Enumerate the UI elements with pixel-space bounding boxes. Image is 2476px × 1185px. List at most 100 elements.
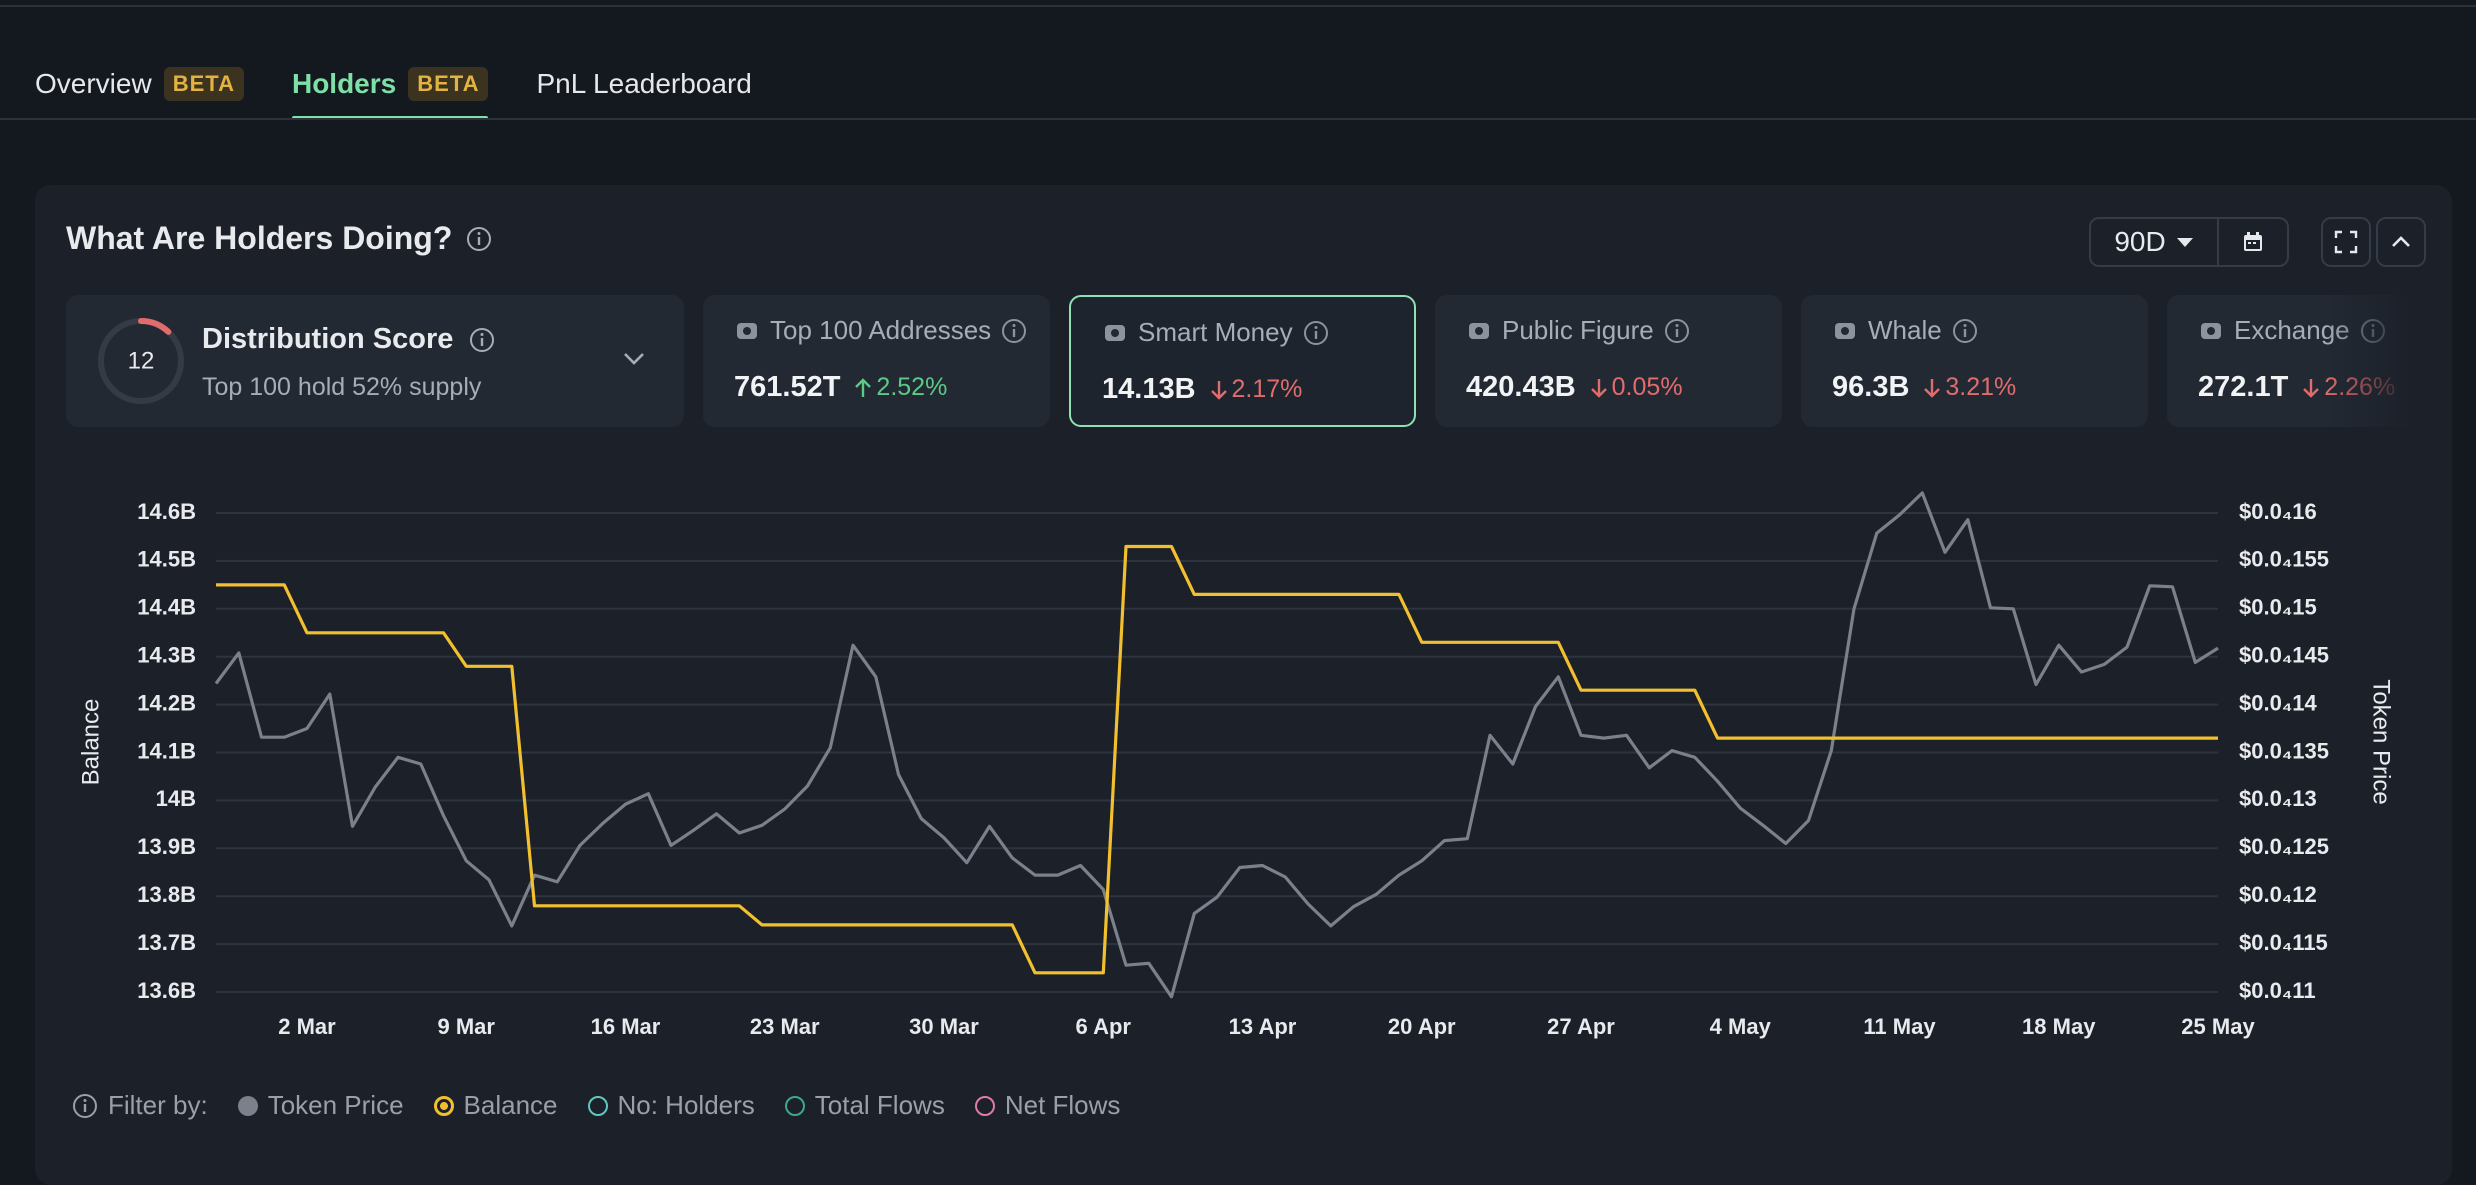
range-dropdown[interactable]: 90D: [2091, 219, 2219, 265]
expand-icon: [2334, 230, 2358, 254]
collapse-button[interactable]: [2376, 217, 2426, 267]
legend-item[interactable]: Total Flows: [784, 1090, 945, 1121]
trend-arrow: [2303, 378, 2320, 398]
icon-shape: [1963, 323, 1967, 327]
y-axis-title: Balance: [77, 699, 104, 786]
icon-shape: [1111, 328, 1119, 337]
legend-label: Net Flows: [1004, 1090, 1121, 1120]
distribution-subtitle: Top 100 hold 52% supply: [202, 373, 482, 401]
card-label: Smart Money: [1138, 317, 1293, 347]
legend-item[interactable]: Token Price: [237, 1090, 404, 1121]
trend-arrow: [1210, 380, 1227, 400]
tab[interactable]: Holders BETA: [291, 52, 489, 120]
info-icon[interactable]: [1664, 318, 1690, 344]
card-value: 420.43B: [1466, 371, 1576, 403]
card-value: 96.3B: [1832, 371, 1910, 403]
calendar-icon: [2244, 232, 2262, 251]
y-tick-label: 14.2B: [137, 690, 196, 715]
tab-label: Holders: [291, 68, 397, 99]
divider: [0, 118, 2476, 120]
stat-card[interactable]: Whale 96.3B 3.21%: [1801, 295, 2148, 427]
legend-marker: [587, 1095, 608, 1116]
info-icon[interactable]: [1952, 318, 1978, 344]
change-text: 2.17%: [1231, 375, 1303, 403]
legend-label: Token Price: [267, 1090, 404, 1120]
info-icon[interactable]: [1001, 318, 1027, 344]
filter-title: Filter by:: [108, 1090, 208, 1120]
icon-shape: [1664, 318, 1689, 343]
info-icon[interactable]: [72, 1093, 98, 1119]
card-label: Whale: [1868, 315, 1942, 345]
icon-shape: [1475, 326, 1483, 335]
info-icon[interactable]: [466, 226, 492, 252]
score: 12: [128, 347, 155, 374]
card-label: Public Figure: [1502, 315, 1654, 345]
arrow-shape: [1210, 380, 1227, 400]
x-tick-label: 6 Apr: [1076, 1014, 1132, 1039]
distribution-card[interactable]: 12 Distribution Score Top 100 hold 52% s…: [66, 295, 684, 427]
x-tick-label: 2 Mar: [278, 1014, 336, 1039]
y2-tick-label: $0.0₄16: [2239, 499, 2317, 524]
x-tick-label: 4 May: [1710, 1014, 1772, 1039]
card-header: Whale: [1832, 315, 1978, 346]
filter-label: Filter by:: [72, 1090, 208, 1121]
fullscreen-button[interactable]: [2321, 217, 2371, 267]
y-tick-label: 14.6B: [137, 499, 196, 524]
info-icon[interactable]: [469, 327, 495, 353]
card-change: 3.21%: [1923, 373, 2016, 402]
range-label: 90D: [2114, 226, 2166, 257]
stat-card[interactable]: Smart Money 14.13B 2.17%: [1069, 295, 1416, 427]
y2-tick-label: $0.0₄15: [2239, 595, 2317, 620]
y2-tick-label: $0.0₄155: [2239, 547, 2329, 572]
tab[interactable]: PnL Leaderboard: [536, 52, 751, 116]
arrow-shape: [2303, 378, 2320, 398]
stat-card[interactable]: Top 100 Addresses 761.52T 2.52%: [703, 295, 1050, 427]
calendar-button[interactable]: [2219, 219, 2287, 265]
icon-shape: [1002, 318, 1027, 343]
icon-shape: [1012, 323, 1016, 327]
y2-tick-label: $0.0₄145: [2239, 643, 2329, 668]
arrow-shape: [1590, 378, 1607, 398]
series-line: [216, 544, 2218, 975]
card-row: 96.3B 3.21%: [1832, 371, 2016, 404]
icon-shape: [1841, 326, 1849, 335]
arrow-shape: [1924, 378, 1941, 398]
badge: BETA: [163, 67, 244, 101]
legend-item[interactable]: Balance: [433, 1090, 558, 1121]
change-text: 2.52%: [876, 373, 948, 401]
distribution-header: Distribution Score: [202, 323, 495, 356]
badge: BETA: [408, 67, 489, 101]
y-tick-label: 14.1B: [137, 738, 196, 763]
trend-arrow: [1924, 378, 1941, 398]
fade-overlay: [2326, 295, 2416, 427]
legend-item[interactable]: No: Holders: [587, 1090, 755, 1121]
chevron-up-icon: [2392, 236, 2410, 247]
trend-arrow: [1590, 378, 1607, 398]
arrow-shape: [855, 377, 872, 397]
card-change: 2.17%: [1210, 375, 1303, 404]
filter-bar: Filter by: Token Price Balance No: Holders…: [72, 1090, 1120, 1121]
y2-axis-title: Token Price: [2368, 679, 2395, 804]
legend-label: Total Flows: [814, 1090, 945, 1120]
info-icon[interactable]: [1303, 320, 1329, 346]
legend-item[interactable]: Net Flows: [974, 1090, 1121, 1121]
score-ring: 12: [98, 318, 184, 404]
icon-shape: [1314, 325, 1318, 329]
y-tick-label: 13.8B: [137, 882, 196, 907]
tab[interactable]: Overview BETA: [35, 52, 244, 116]
y-tick-label: 14.5B: [137, 547, 196, 572]
card-value: 761.52T: [734, 371, 841, 403]
x-tick-label: 16 Mar: [591, 1014, 661, 1039]
card-row: 14.13B 2.17%: [1102, 373, 1302, 406]
legend-marker: [237, 1095, 258, 1116]
card-icon: [1105, 324, 1125, 341]
y-tick-label: 14.4B: [137, 595, 196, 620]
x-tick-label: 23 Mar: [750, 1014, 820, 1039]
card-icon: [1835, 322, 1855, 339]
x-tick-label: 27 Apr: [1547, 1014, 1615, 1039]
y2-tick-label: $0.0₄11: [2239, 978, 2316, 1003]
icon-shape: [2207, 326, 2215, 335]
range-selector: 90D: [2089, 217, 2289, 267]
card-value: 14.13B: [1102, 373, 1196, 405]
stat-card[interactable]: Public Figure 420.43B 0.05%: [1435, 295, 1782, 427]
